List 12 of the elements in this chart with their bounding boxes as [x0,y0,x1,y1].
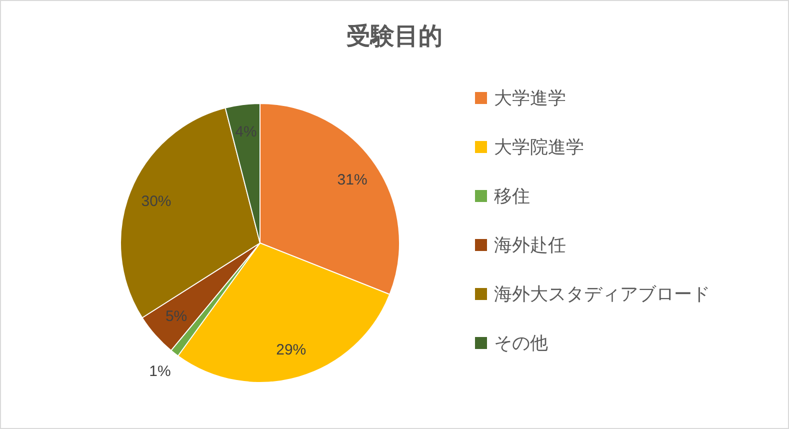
chart-title: 受験目的 [346,22,444,52]
legend-label: 大学進学 [494,86,566,110]
data-label: 1% [149,363,171,380]
data-label: 31% [337,171,368,188]
data-label: 30% [141,193,172,210]
legend-label: 海外大スタディアブロード [494,282,710,306]
data-label: 29% [276,341,306,358]
legend-label: 海外赴任 [494,234,566,256]
legend-label: その他 [494,332,548,354]
legend-label: 移住 [494,184,530,208]
legend-label: 大学院進学 [494,136,584,158]
data-label: 5% [165,308,188,325]
